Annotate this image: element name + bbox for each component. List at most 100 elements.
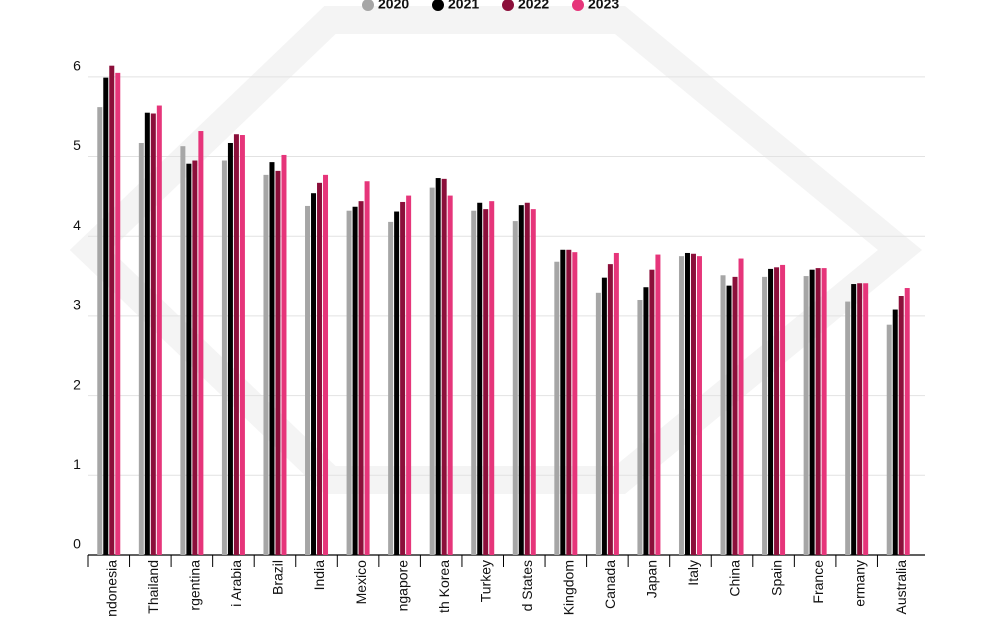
x-tick-label: Mexico xyxy=(353,560,369,605)
x-tick-label: Japan xyxy=(644,560,660,598)
bar xyxy=(774,267,780,555)
bar xyxy=(863,283,869,555)
legend-label: 2023 xyxy=(588,0,619,12)
bar xyxy=(678,256,684,555)
x-tick-label: d States xyxy=(519,560,535,611)
bar xyxy=(696,256,702,555)
bar xyxy=(281,154,287,555)
y-tick-label: 1 xyxy=(73,456,81,472)
bar xyxy=(305,205,311,555)
bar xyxy=(857,283,863,555)
bar xyxy=(346,210,352,555)
x-tick-label: Canada xyxy=(602,560,618,609)
bar xyxy=(768,268,774,555)
bar xyxy=(477,202,483,555)
x-tick-label: China xyxy=(727,560,743,597)
bar xyxy=(886,324,892,555)
bar xyxy=(732,276,738,555)
bar xyxy=(601,277,607,555)
bar xyxy=(192,160,198,555)
bar xyxy=(554,261,560,555)
y-tick-label: 4 xyxy=(73,217,81,233)
watermark xyxy=(69,5,923,494)
bar xyxy=(186,163,192,556)
legend-label: 2022 xyxy=(518,0,549,12)
bar xyxy=(512,221,518,555)
y-tick-label: 2 xyxy=(73,376,81,392)
x-tick-label: ermany xyxy=(851,560,867,607)
legend-marker xyxy=(502,0,514,11)
bar xyxy=(489,201,495,556)
bar xyxy=(566,249,572,556)
bar xyxy=(156,105,162,555)
bar xyxy=(821,268,827,555)
bar xyxy=(720,275,726,555)
bar xyxy=(323,174,329,556)
bar xyxy=(524,202,530,555)
x-tick-label: rgentina xyxy=(187,560,203,611)
bar xyxy=(311,193,317,555)
x-tick-label: France xyxy=(810,560,826,604)
bar xyxy=(227,142,233,555)
bar xyxy=(144,112,150,555)
bar xyxy=(388,221,394,555)
bar xyxy=(483,209,489,556)
legend-label: 2020 xyxy=(378,0,409,12)
bar xyxy=(115,72,121,555)
bar xyxy=(809,269,815,555)
bar xyxy=(738,258,744,555)
bar xyxy=(762,276,768,555)
bar xyxy=(726,285,732,555)
bar xyxy=(406,195,412,555)
bar xyxy=(239,135,245,555)
bar xyxy=(572,252,578,555)
x-tick-label: India xyxy=(311,560,327,591)
bar xyxy=(845,301,851,555)
legend-marker xyxy=(432,0,444,11)
x-tick-label: Turkey xyxy=(477,560,493,602)
x-tick-label: Australia xyxy=(893,560,909,615)
bar xyxy=(429,187,435,555)
bar xyxy=(435,178,441,555)
bar xyxy=(269,162,275,555)
bar xyxy=(684,252,690,555)
bar xyxy=(221,160,227,555)
bar xyxy=(180,146,186,555)
bar xyxy=(441,178,447,556)
bar xyxy=(233,134,239,555)
bar xyxy=(364,181,370,555)
bar xyxy=(607,264,613,555)
bar xyxy=(815,268,821,555)
x-tick-label: Spain xyxy=(768,560,784,596)
bar xyxy=(803,276,809,555)
bar xyxy=(904,288,910,555)
y-tick-label: 5 xyxy=(73,137,81,153)
x-tick-label: ndonesia xyxy=(103,560,119,617)
bar xyxy=(898,296,904,555)
bar xyxy=(851,284,857,555)
bar xyxy=(530,209,536,556)
legend-marker xyxy=(362,0,374,11)
bar xyxy=(150,113,156,556)
y-tick-label: 3 xyxy=(73,297,81,313)
bar xyxy=(103,77,109,556)
bar xyxy=(447,195,453,555)
bar xyxy=(275,170,281,556)
x-tick-label: Brazil xyxy=(270,560,286,595)
bar xyxy=(655,254,661,555)
bar xyxy=(690,253,696,556)
bar xyxy=(518,205,524,556)
x-tick-label: th Korea xyxy=(436,560,452,613)
legend-label: 2021 xyxy=(448,0,479,12)
bar xyxy=(352,206,358,555)
x-tick-label: Kingdom xyxy=(561,560,577,615)
bar xyxy=(317,182,323,556)
bar xyxy=(394,211,400,555)
bar xyxy=(109,65,115,555)
bar xyxy=(358,201,364,556)
bar xyxy=(198,131,204,555)
legend-marker xyxy=(572,0,584,11)
y-tick-label: 6 xyxy=(73,58,81,74)
